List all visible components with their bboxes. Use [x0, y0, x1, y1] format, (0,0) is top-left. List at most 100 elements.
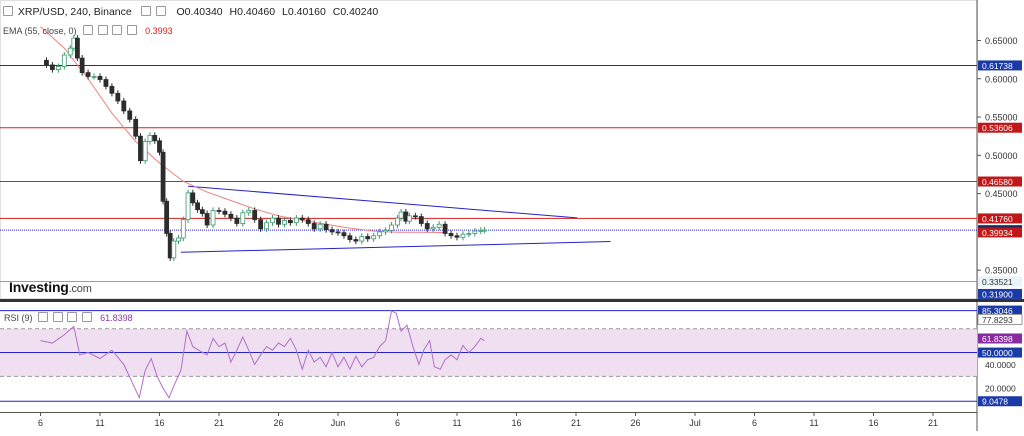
candle-body — [171, 240, 177, 259]
price-tick-label: 0.60000 — [985, 74, 1018, 84]
candle-body — [270, 217, 275, 224]
candle-body — [293, 217, 299, 224]
candle-body — [323, 223, 329, 231]
time-tick-label: 26 — [273, 418, 283, 428]
candle-body — [160, 151, 166, 202]
symbol-title: XRP/USD, 240, Binance — [17, 6, 132, 18]
time-tick-label: 11 — [95, 418, 104, 428]
candle-body — [222, 210, 228, 215]
rsi-badge-label: 85.3046 — [982, 306, 1013, 316]
price-badge-label: 0.53606 — [982, 123, 1013, 133]
price-badge-label: 0.31900 — [982, 289, 1013, 299]
time-tick-label: 26 — [630, 418, 640, 428]
candle-body — [305, 219, 311, 224]
settings-icon[interactable] — [52, 312, 63, 322]
logo-main: Investing — [9, 279, 69, 295]
settings-icon[interactable] — [97, 25, 108, 35]
close-icon[interactable] — [112, 25, 123, 35]
time-tick-label: Jul — [689, 418, 701, 428]
price-tick-label: 0.45000 — [985, 189, 1018, 199]
more-icon[interactable] — [81, 312, 92, 322]
candle-body — [466, 233, 472, 235]
candle-body — [252, 210, 258, 221]
candle-body — [91, 76, 97, 78]
price-tick-label: 0.65000 — [985, 36, 1018, 46]
price-badge-label: 0.39934 — [982, 228, 1013, 238]
candle-body — [442, 223, 448, 234]
collapse-icon[interactable] — [3, 6, 13, 16]
price-badge — [978, 276, 1022, 287]
eye-icon[interactable] — [38, 312, 49, 322]
settings-icon[interactable] — [155, 6, 166, 16]
ohlc-low: L0.40160 — [282, 6, 326, 18]
time-tick-label: 16 — [511, 418, 521, 428]
price-badge — [978, 122, 1022, 133]
candle-body — [67, 47, 73, 56]
candle-body — [246, 210, 252, 214]
time-tick-label: 16 — [154, 418, 164, 428]
price-badge-label: 0.46580 — [982, 177, 1013, 187]
candle-body — [335, 231, 341, 234]
candle-body — [147, 135, 153, 142]
candle-body — [79, 57, 85, 74]
ema-value: 0.3993 — [145, 26, 173, 36]
candle-body — [157, 140, 162, 153]
candle-body — [55, 66, 61, 70]
candle-body — [74, 37, 80, 59]
price-badge-label: 0.41760 — [982, 214, 1013, 224]
time-tick-label: 6 — [395, 418, 400, 428]
price-badge — [978, 60, 1022, 71]
candle-body — [138, 135, 143, 162]
candle-body — [109, 86, 115, 94]
candle-body — [398, 211, 404, 219]
candle-body — [180, 219, 186, 239]
candle-body — [258, 219, 264, 230]
candle-body — [228, 213, 234, 219]
price-badge — [978, 213, 1022, 224]
candle-body — [282, 220, 287, 225]
eye-icon[interactable] — [140, 6, 151, 16]
time-tick-label: 6 — [38, 418, 43, 428]
rsi-badge-label: 77.8293 — [982, 315, 1013, 325]
ohlc-close: C0.40240 — [332, 6, 379, 18]
candle-body — [216, 210, 222, 212]
candle-body — [240, 212, 246, 224]
rsi-badge-label: 61.8398 — [982, 334, 1013, 344]
rsi-badge — [978, 305, 1022, 316]
candle-body — [103, 79, 109, 87]
candle-body — [311, 223, 317, 230]
triangle-lower-line — [180, 241, 611, 253]
candle-body — [133, 118, 139, 137]
candle-body — [389, 224, 394, 231]
rsi-badge — [977, 313, 1023, 325]
candle-body — [50, 64, 55, 70]
more-icon[interactable] — [126, 25, 137, 35]
candle-body — [341, 232, 347, 237]
candle-body — [127, 110, 133, 120]
time-tick-label: 16 — [868, 418, 878, 428]
candle-body — [460, 233, 466, 238]
eye-icon[interactable] — [83, 25, 94, 35]
candle-body — [365, 236, 371, 240]
candle-body — [204, 213, 210, 226]
candle-body — [61, 54, 67, 67]
ema-line — [40, 26, 446, 233]
ema-label: EMA (55, close, 0) — [3, 26, 77, 36]
candle-body — [371, 235, 377, 240]
candle-body — [472, 230, 478, 234]
candle-body — [329, 229, 335, 233]
candle-body — [454, 235, 460, 238]
legend-row: XRP/USD, 240, Binance O0.40340 H0.40460 … — [3, 6, 378, 18]
rsi-tick-label: 20.0000 — [985, 384, 1016, 394]
ema-legend: EMA (55, close, 0) 0.3993 — [3, 25, 173, 36]
investing-logo: Investing.com — [9, 279, 92, 295]
ohlc-high: H0.40460 — [229, 6, 276, 18]
candle-body — [199, 209, 205, 214]
close-icon[interactable] — [67, 312, 78, 322]
candle-body — [97, 76, 103, 80]
candle-body — [412, 215, 418, 218]
price-tick-label: 0.55000 — [985, 113, 1018, 123]
candle-body — [448, 233, 454, 237]
